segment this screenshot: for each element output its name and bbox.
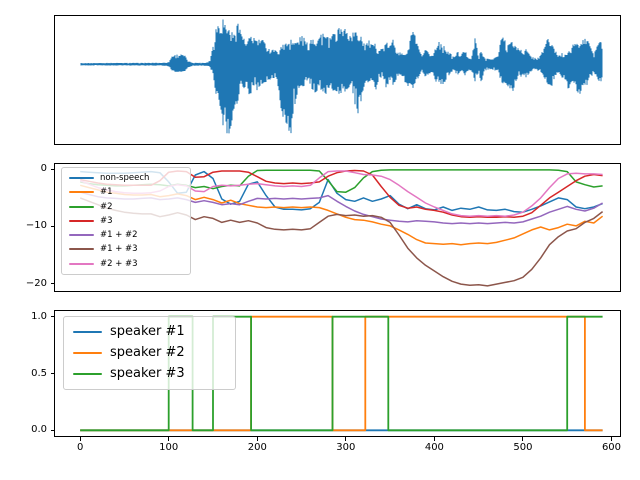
legend-label: #2 + #3 (100, 258, 138, 269)
legend-line-sample (73, 351, 102, 355)
speakers-plot: speaker #1 speaker #2 speaker #3 (54, 310, 621, 437)
waveform-svg (80, 19, 603, 134)
tick-mark (50, 225, 54, 227)
x-tick-label: 600 (601, 442, 622, 453)
x-tick-label: 400 (424, 442, 444, 453)
x-tick-label: 300 (336, 442, 356, 453)
y-tick-label: −10 (25, 220, 47, 232)
legend-line-sample (69, 262, 94, 265)
legend-label: speaker #3 (110, 366, 185, 381)
likelihood-legend: non-speech #1 #2 #3 #1 + #2 #1 + #3 #2 + #3 (61, 167, 191, 275)
legend-entry: #3 (69, 216, 181, 226)
y-tick-label: 0.0 (31, 424, 47, 436)
legend-label: #1 + #2 (100, 230, 138, 241)
legend-entry: speaker #1 (73, 324, 223, 340)
legend-line-sample (69, 234, 94, 237)
legend-entry: #1 + #3 (69, 244, 181, 254)
x-tick-label: 0 (76, 442, 84, 453)
legend-entry: #1 + #2 (69, 230, 181, 240)
legend-line-sample (69, 219, 94, 222)
legend-entry: #2 (69, 202, 181, 212)
y-tick-label: 1.0 (31, 310, 47, 322)
waveform-plot (54, 15, 621, 145)
legend-entry: speaker #3 (73, 366, 223, 382)
legend-label: #1 + #3 (100, 244, 138, 255)
tick-mark (610, 437, 612, 441)
speakers-legend: speaker #1 speaker #2 speaker #3 (63, 316, 236, 390)
tick-mark (50, 429, 54, 431)
tick-mark (256, 437, 258, 441)
tick-mark (50, 316, 54, 318)
x-tick-label: 200 (247, 442, 267, 453)
y-tick-label: 0 (40, 163, 47, 175)
y-tick-label: −20 (25, 277, 47, 289)
tick-mark (522, 437, 524, 441)
legend-entry: #2 + #3 (69, 259, 181, 269)
tick-mark (433, 437, 435, 441)
legend-label: speaker #2 (110, 345, 185, 360)
tick-mark (345, 437, 347, 441)
legend-entry: speaker #2 (73, 345, 223, 361)
tick-mark (50, 283, 54, 285)
y-tick-label: 0.5 (31, 367, 47, 379)
tick-mark (50, 168, 54, 170)
x-tick-label: 100 (159, 442, 179, 453)
legend-label: #3 (100, 215, 113, 226)
legend-line-sample (73, 372, 102, 376)
tick-mark (50, 373, 54, 374)
legend-line-sample (69, 248, 94, 251)
legend-label: #1 (100, 187, 113, 198)
legend-label: speaker #1 (110, 324, 185, 339)
legend-line-sample (69, 191, 94, 194)
legend-line-sample (69, 205, 94, 208)
legend-label: #2 (100, 201, 113, 212)
tick-mark (79, 437, 81, 441)
legend-line-sample (69, 177, 94, 179)
legend-label: non-speech (100, 173, 150, 183)
legend-entry: #1 (69, 187, 181, 197)
tick-mark (168, 437, 170, 441)
legend-entry: non-speech (69, 173, 181, 183)
x-tick-label: 500 (513, 442, 533, 453)
waveform-trace (80, 19, 603, 134)
likelihood-plot: non-speech #1 #2 #3 #1 + #2 #1 + #3 #2 + #3 (54, 163, 621, 292)
legend-line-sample (73, 330, 102, 334)
